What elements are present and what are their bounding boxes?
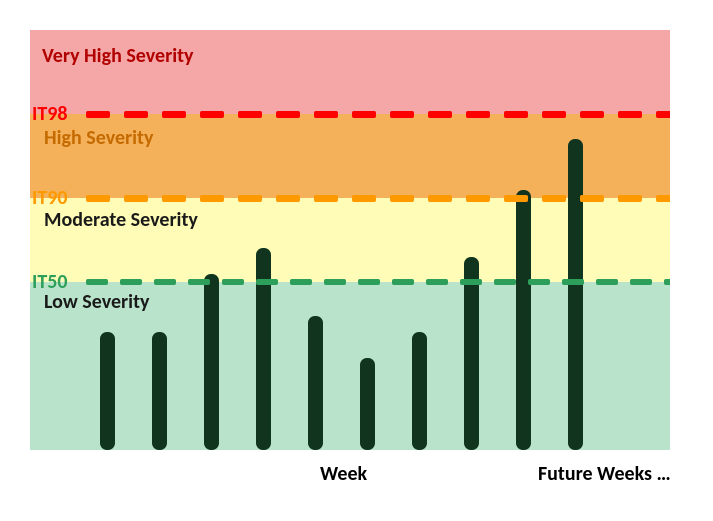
threshold-label-it98: IT98 bbox=[32, 102, 68, 126]
data-bar bbox=[464, 257, 479, 450]
data-bar bbox=[308, 316, 323, 450]
data-bar bbox=[204, 274, 219, 450]
data-bar bbox=[360, 358, 375, 450]
severity-band-very_high bbox=[30, 30, 670, 114]
chart-area: Very High Severity High Severity Moderate … bbox=[30, 30, 670, 450]
data-bar bbox=[152, 332, 167, 450]
x-axis-label-week: Week bbox=[320, 462, 367, 486]
threshold-label-it90: IT90 bbox=[32, 186, 68, 210]
chart-stage: Very High Severity High Severity Moderate … bbox=[0, 0, 713, 521]
x-axis-label-future: Future Weeks … bbox=[538, 462, 671, 486]
severity-band-label-moderate: Moderate Severity bbox=[44, 208, 198, 232]
threshold-line-it50 bbox=[30, 279, 670, 285]
data-bar bbox=[516, 190, 531, 450]
data-bar bbox=[412, 332, 427, 450]
threshold-line-it90 bbox=[30, 195, 670, 202]
data-bar bbox=[568, 139, 583, 450]
severity-band-label-very_high: Very High Severity bbox=[42, 44, 194, 68]
severity-band-label-low: Low Severity bbox=[44, 290, 149, 314]
threshold-label-it50: IT50 bbox=[32, 270, 68, 294]
severity-band-label-high: High Severity bbox=[44, 126, 153, 150]
data-bar bbox=[100, 332, 115, 450]
threshold-line-it98 bbox=[30, 111, 670, 118]
